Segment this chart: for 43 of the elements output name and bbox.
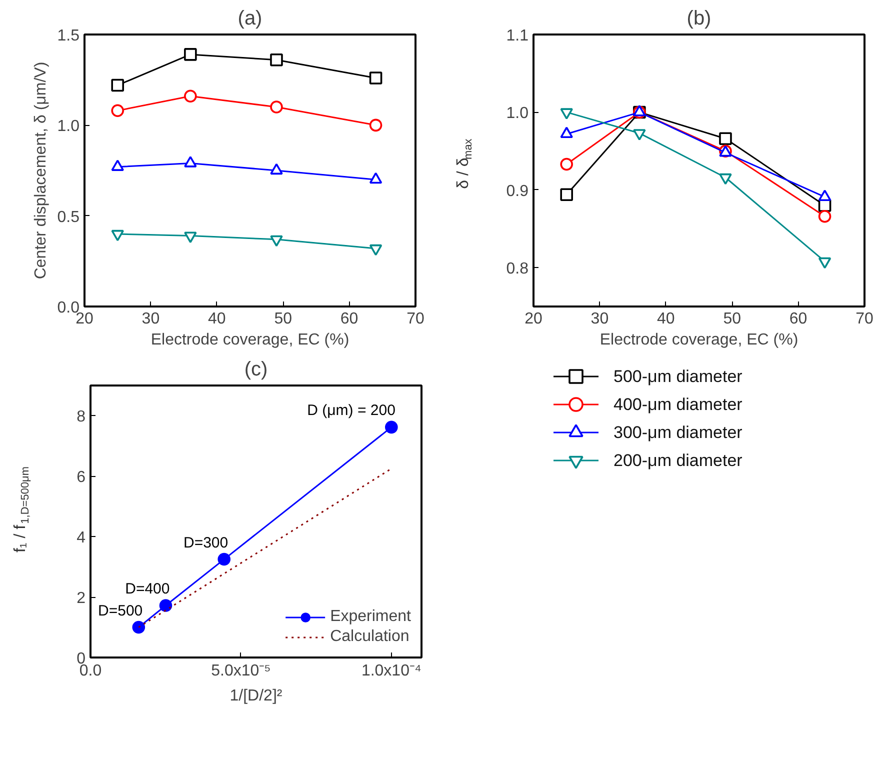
x-tick-label: 5.0x10⁻⁵ <box>211 662 271 680</box>
legend-label: Calculation <box>330 628 410 646</box>
annotation: D=500 <box>98 602 143 620</box>
x-tick-label: 20 <box>524 310 542 328</box>
y-tick-label: 1.1 <box>506 28 529 44</box>
y-axis-title: Center displacement, δ (μm/V) <box>32 62 50 280</box>
legend-label: Experiment <box>330 608 411 626</box>
legend-label: 500-μm diameter <box>614 367 743 386</box>
y-tick-label: 1.0 <box>506 105 529 122</box>
y-tick-label: 2 <box>76 590 86 608</box>
y-tick-label: 6 <box>76 469 86 486</box>
y-tick-label: 1.5 <box>57 28 80 44</box>
annotation: D=400 <box>125 580 170 598</box>
x-tick-label: 60 <box>340 310 358 328</box>
x-tick-label: 30 <box>142 310 160 328</box>
x-tick-label: 30 <box>590 310 609 328</box>
annotation: D (μm) = 200 <box>307 402 396 420</box>
y-tick-label: 0.9 <box>506 182 529 200</box>
y-tick-label: 0.5 <box>57 208 80 226</box>
legend-label: 200-μm diameter <box>614 451 743 470</box>
legend-label: 400-μm diameter <box>614 395 743 414</box>
x-axis-title: 1/[D/2]² <box>230 688 283 704</box>
chart-title: (b) <box>686 8 712 30</box>
x-tick-label: 40 <box>208 310 226 328</box>
x-axis-title: Electrode coverage, EC (%) <box>150 332 350 348</box>
x-tick-label: 1.0x10⁻⁴ <box>361 662 422 680</box>
x-tick-label: 40 <box>657 310 675 328</box>
x-tick-label: 50 <box>723 310 742 328</box>
x-tick-label: 70 <box>856 310 874 328</box>
x-tick-label: 60 <box>789 310 808 328</box>
chart-title: (c) <box>244 358 268 380</box>
x-tick-label: 70 <box>406 310 424 328</box>
y-tick-label: 0.8 <box>506 260 529 278</box>
x-tick-label: 50 <box>274 310 292 328</box>
chart-title: (a) <box>238 8 262 30</box>
x-axis-title: Electrode coverage, EC (%) <box>600 332 798 348</box>
annotation: D=300 <box>183 534 228 552</box>
y-axis-title: f₁ / f1,D=500μm <box>12 466 32 553</box>
y-tick-label: 8 <box>76 408 86 426</box>
y-tick-label: 1.0 <box>57 118 80 136</box>
y-axis-title: δ / δmax <box>455 138 474 189</box>
y-tick-label: 4 <box>76 530 86 547</box>
legend-label: 300-μm diameter <box>614 423 743 442</box>
